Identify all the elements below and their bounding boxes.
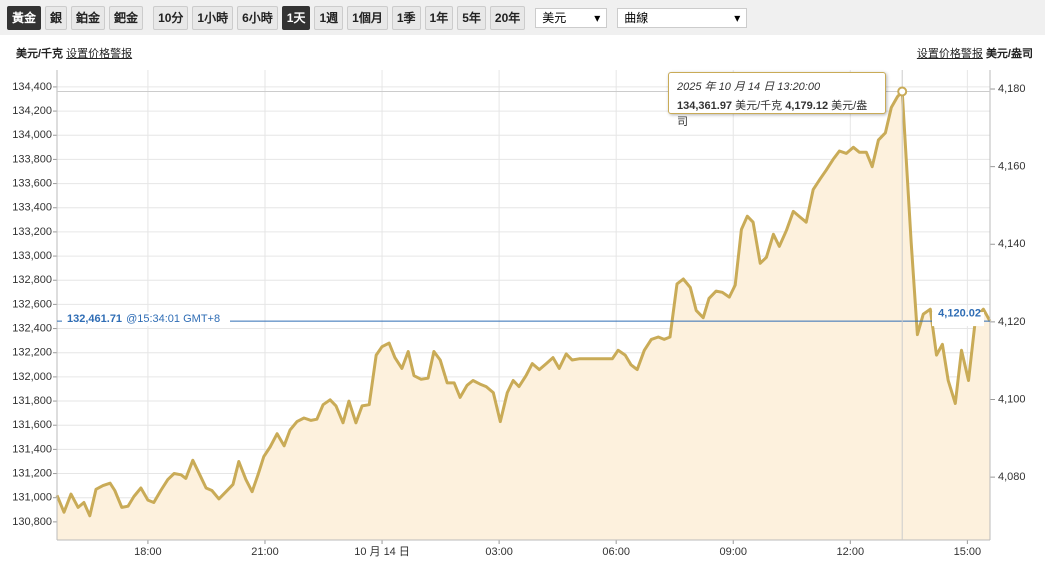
y-tick-label: 132,200: [12, 347, 52, 359]
y2-tick-label: 4,160: [998, 161, 1026, 173]
y-tick-label: 132,000: [12, 371, 52, 383]
toolbar-button[interactable]: 1天: [281, 5, 311, 30]
dropdown-arrow: ▾: [594, 10, 601, 25]
y-tick-label: 133,200: [12, 226, 52, 238]
current-time: @15:34:01 GMT+8: [126, 313, 220, 325]
alert-link[interactable]: 设置价格警报: [66, 48, 133, 60]
y-tick-label: 131,000: [12, 492, 52, 504]
dropdown-arrow: ▾: [734, 10, 741, 25]
toolbar: 黃金銀鉑金 鈀金 10分 1小時 6小時 1天 1週 1個月 1季 1年 5年 20年 美元 ▾ 曲線 ▾: [0, 0, 1045, 35]
tooltip-value: 134,361.97: [677, 100, 733, 112]
dropdown[interactable]: 美元 ▾: [535, 7, 608, 28]
tooltip-unit2: 美元/盎司: [677, 100, 868, 128]
toolbar-button[interactable]: 1年: [424, 5, 454, 30]
x-tick-label: 09:00: [719, 546, 747, 558]
y-tick-label: 132,800: [12, 274, 52, 286]
y2-tick-label: 4,180: [998, 83, 1026, 95]
current-label-bg: [932, 312, 984, 327]
area: [57, 91, 990, 540]
alert-link[interactable]: 设置价格警报: [916, 48, 983, 60]
toolbar-button[interactable]: 1個月: [347, 5, 388, 30]
y-tick-label: 133,000: [12, 250, 52, 262]
toolbar-button[interactable]: 1小時: [192, 5, 234, 30]
line: [55, 90, 992, 518]
x-tick-label: 06:00: [602, 546, 630, 558]
x-tick-label: 10 月 14 日: [354, 546, 410, 558]
dropdown[interactable]: 曲線 ▾: [617, 7, 748, 28]
toolbar-button[interactable]: 10分: [153, 5, 189, 30]
x-tick-label: 21:00: [251, 546, 279, 558]
toolbar-button[interactable]: 鉑金: [71, 5, 106, 30]
dropdown-text: 曲線: [624, 11, 649, 25]
left-header: 美元/千克 设置价格警报: [16, 45, 132, 61]
x-tick-label: 12:00: [837, 546, 865, 558]
toolbar-button[interactable]: 1季: [391, 5, 421, 30]
y-tick-label: 132,600: [12, 298, 52, 310]
y-tick-label: 131,200: [12, 467, 52, 479]
hover-point: [897, 86, 908, 97]
toolbar-button[interactable]: 20年: [489, 5, 526, 30]
y-tick-label: 131,400: [12, 443, 52, 455]
toolbar-button[interactable]: 黃金: [7, 5, 42, 30]
y-tick-label: 133,600: [12, 177, 52, 189]
y-tick-label: 134,000: [12, 129, 52, 141]
toolbar-button[interactable]: 1週: [314, 5, 344, 30]
y-tick-label: 134,200: [12, 105, 52, 117]
y2-tick-label: 4,140: [998, 238, 1026, 250]
y-tick-label: 132,400: [12, 322, 52, 334]
tooltip-time: 2025 年 10 月 14 日 13:20:00: [677, 81, 821, 93]
tooltip-value2: 4,179.12: [785, 100, 829, 112]
tooltip-unit: 美元/千克: [735, 100, 783, 112]
current-label-bg: [62, 312, 230, 327]
toolbar-button[interactable]: 5年: [457, 5, 486, 30]
x-tick-label: 18:00: [134, 546, 162, 558]
left-unit: 美元/千克: [16, 48, 64, 60]
current-value: 132,461.71: [67, 313, 122, 325]
current-y2-label: 4,120.02: [938, 308, 981, 320]
y-tick-label: 131,600: [12, 419, 52, 431]
y-tick-label: 134,400: [12, 81, 52, 93]
y2-tick-label: 4,120: [998, 316, 1026, 328]
x-tick-label: 15:00: [954, 546, 982, 558]
y2-tick-label: 4,100: [998, 393, 1026, 405]
y-tick-label: 131,800: [12, 395, 52, 407]
y-tick-label: 133,800: [12, 153, 52, 165]
x-tick-label: 03:00: [485, 546, 513, 558]
right-unit: 美元/盎司: [985, 48, 1033, 60]
toolbar-button[interactable]: 鈀金: [109, 5, 144, 30]
y-tick-label: 133,400: [12, 202, 52, 214]
dropdown-text: 美元: [542, 11, 567, 25]
toolbar-button[interactable]: 6小時: [237, 5, 278, 30]
tooltip: 2025 年 10 月 14 日 13:20:00 134,361.97 美元/…: [668, 72, 886, 128]
toolbar-button[interactable]: 銀: [45, 5, 68, 30]
current-label: 132,461.71 @15:34:01 GMT+8: [67, 313, 220, 325]
right-header: 设置价格警报 美元/盎司: [917, 45, 1033, 61]
y-tick-label: 130,800: [12, 516, 52, 528]
y2-tick-label: 4,080: [998, 471, 1026, 483]
